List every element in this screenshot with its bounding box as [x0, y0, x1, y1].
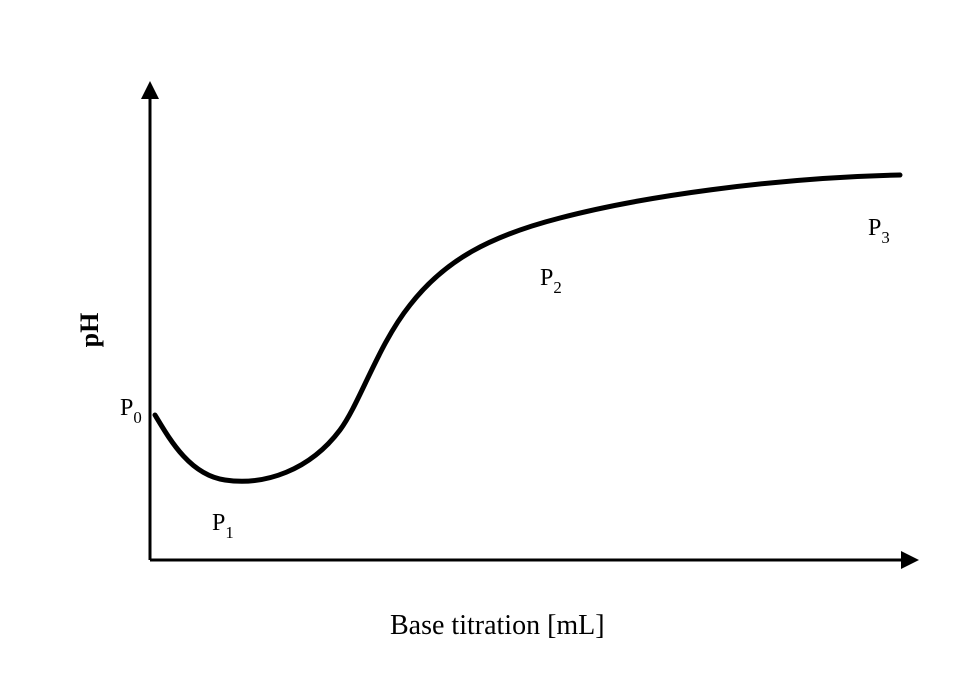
x-axis-label: Base titration [mL] — [390, 610, 605, 642]
point-label-main: P — [212, 510, 225, 536]
point-label-main: P — [120, 395, 133, 421]
point-label-p3: P3 — [868, 215, 890, 246]
y-axis-label: pH — [75, 313, 105, 348]
point-label-main: P — [540, 265, 553, 291]
point-label-p1: P1 — [212, 510, 234, 541]
point-label-sub: 1 — [225, 523, 233, 542]
point-label-main: P — [868, 215, 881, 241]
point-label-p2: P2 — [540, 265, 562, 296]
point-label-sub: 2 — [553, 278, 561, 297]
point-label-p0: P0 — [120, 395, 142, 426]
point-label-sub: 0 — [133, 408, 141, 427]
chart-svg — [0, 0, 980, 673]
chart-container: Base titration [mL] pH P0 P1 P2 P3 — [0, 0, 980, 673]
point-label-sub: 3 — [881, 228, 889, 247]
